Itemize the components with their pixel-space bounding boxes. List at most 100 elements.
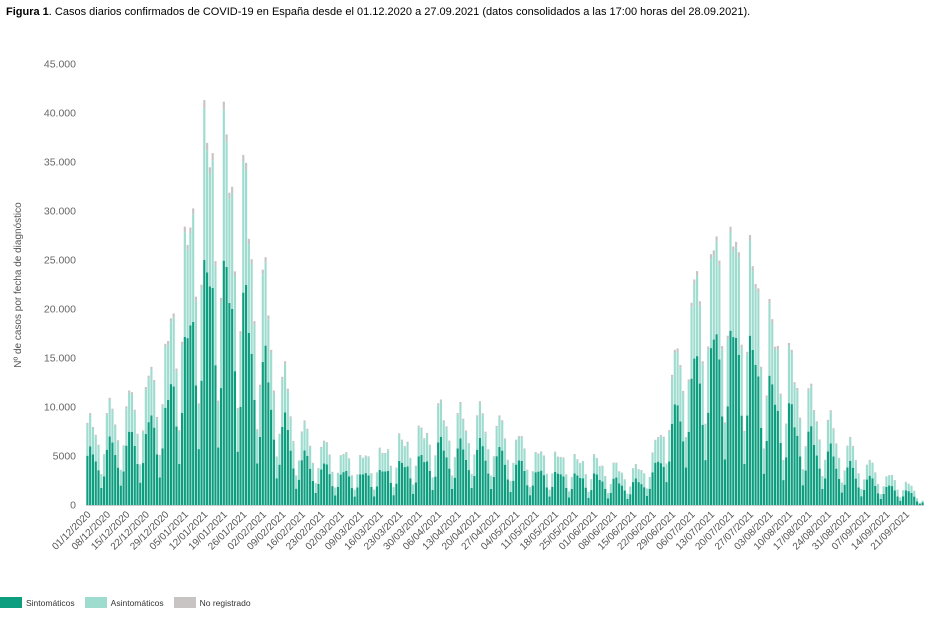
bar-segment-asintomaticos	[757, 292, 760, 377]
bar-segment-asintomaticos	[604, 476, 607, 489]
bar-segment-no-registrado	[874, 472, 877, 474]
bar-segment-asintomaticos	[91, 428, 95, 455]
bar-segment-no-registrado	[384, 452, 387, 455]
bar-segment-asintomaticos	[517, 437, 520, 461]
bar-segment-sintomaticos	[139, 482, 142, 505]
bar-segment-no-registrado	[851, 445, 855, 448]
bar-segment-no-registrado	[275, 456, 278, 458]
bar-segment-asintomaticos	[364, 456, 367, 474]
bar-segment-asintomaticos	[192, 214, 195, 322]
bar-segment-asintomaticos	[467, 444, 470, 471]
bar-segment-asintomaticos	[751, 270, 754, 350]
bar-segment-asintomaticos	[665, 464, 668, 483]
bar-segment-sintomaticos	[718, 359, 721, 505]
bar-segment-no-registrado	[554, 451, 557, 453]
figure-caption-text: . Casos diarios confirmados de COVID-19 …	[48, 6, 751, 18]
bar-segment-sintomaticos	[896, 496, 899, 505]
bar-segment-no-registrado	[297, 460, 301, 462]
bar-segment-no-registrado	[854, 460, 857, 462]
bar-segment-asintomaticos	[175, 371, 178, 427]
bar-segment-sintomaticos	[754, 364, 757, 505]
y-tick-label: 30.000	[44, 206, 76, 218]
bar-segment-sintomaticos	[829, 443, 832, 505]
bar-segment-asintomaticos	[921, 500, 924, 503]
bar-segment-sintomaticos	[208, 286, 211, 505]
bar-segment-sintomaticos	[431, 489, 434, 505]
bar-segment-asintomaticos	[734, 247, 738, 338]
bar-segment-sintomaticos	[921, 502, 924, 505]
bar-segment-asintomaticos	[576, 460, 579, 476]
bar-segment-no-registrado	[350, 475, 353, 476]
bar-segment-no-registrado	[364, 455, 367, 457]
bar-segment-sintomaticos	[668, 461, 671, 505]
bar-segment-no-registrado	[604, 476, 607, 477]
bar-segment-asintomaticos	[164, 347, 167, 408]
bar-segment-asintomaticos	[219, 302, 223, 389]
bar-segment-no-registrado	[398, 433, 401, 435]
bar-segment-no-registrado	[782, 459, 785, 461]
bar-segment-asintomaticos	[130, 394, 134, 432]
bar-segment-no-registrado	[773, 346, 777, 350]
bar-segment-sintomaticos	[562, 476, 565, 505]
bar-segment-no-registrado	[576, 459, 579, 461]
bar-segment-sintomaticos	[272, 439, 276, 505]
bar-segment-sintomaticos	[94, 461, 97, 505]
bar-segment-asintomaticos	[442, 422, 445, 451]
bar-segment-no-registrado	[640, 470, 643, 471]
bar-segment-no-registrado	[128, 390, 131, 393]
bar-segment-asintomaticos	[762, 449, 765, 474]
bar-segment-no-registrado	[804, 446, 807, 448]
bar-segment-no-registrado	[620, 472, 624, 474]
bar-segment-asintomaticos	[489, 476, 493, 489]
bar-segment-sintomaticos	[414, 482, 417, 505]
bar-segment-asintomaticos	[540, 452, 543, 471]
bar-segment-no-registrado	[657, 437, 660, 439]
bar-segment-asintomaticos	[704, 425, 707, 461]
bar-segment-sintomaticos	[295, 488, 298, 505]
bar-segment-asintomaticos	[537, 454, 540, 472]
bar-segment-sintomaticos	[509, 491, 512, 505]
bar-segment-no-registrado	[709, 254, 713, 260]
bar-segment-asintomaticos	[331, 472, 334, 487]
bar-segment-no-registrado	[540, 451, 543, 453]
bar-segment-asintomaticos	[281, 379, 284, 427]
bar-segment-no-registrado	[141, 430, 145, 432]
bar-segment-asintomaticos	[668, 431, 671, 462]
bar-segment-asintomaticos	[807, 390, 810, 432]
bar-segment-asintomaticos	[899, 497, 902, 501]
bar-segment-sintomaticos	[551, 486, 554, 505]
bar-segment-no-registrado	[762, 448, 765, 450]
bar-segment-sintomaticos	[676, 405, 679, 505]
bar-segment-sintomaticos	[409, 478, 412, 505]
bar-segment-sintomaticos	[297, 479, 301, 505]
bar-segment-no-registrado	[893, 480, 896, 481]
bar-segment-asintomaticos	[698, 305, 701, 384]
bar-segment-sintomaticos	[840, 492, 843, 505]
bar-segment-asintomaticos	[412, 484, 415, 494]
bar-segment-no-registrado	[846, 445, 849, 447]
bar-segment-sintomaticos	[801, 485, 804, 505]
bar-segment-sintomaticos	[214, 365, 217, 505]
bar-segment-sintomaticos	[732, 337, 735, 505]
bar-segment-no-registrado	[715, 236, 718, 242]
bar-segment-asintomaticos	[119, 470, 122, 486]
bar-segment-sintomaticos	[253, 399, 256, 505]
bar-segment-sintomaticos	[425, 461, 429, 505]
bar-segment-no-registrado	[665, 463, 668, 465]
bar-segment-asintomaticos	[863, 480, 866, 490]
bar-segment-no-registrado	[835, 443, 838, 445]
bar-segment-asintomaticos	[760, 369, 763, 428]
bar-segment-sintomaticos	[542, 475, 546, 505]
bar-segment-asintomaticos	[843, 471, 846, 485]
legend: Sintomáticos Asintomáticos No registrado	[0, 597, 261, 608]
bar-segment-sintomaticos	[356, 487, 359, 505]
bar-segment-asintomaticos	[565, 474, 568, 488]
bar-segment-asintomaticos	[587, 492, 590, 498]
bar-segment-asintomaticos	[225, 141, 228, 267]
bar-segment-no-registrado	[222, 101, 225, 110]
bar-segment-asintomaticos	[637, 469, 640, 483]
bar-segment-sintomaticos	[278, 464, 281, 505]
bar-segment-no-registrado	[584, 474, 587, 475]
bar-segment-sintomaticos	[381, 471, 384, 505]
bar-segment-asintomaticos	[100, 474, 103, 488]
